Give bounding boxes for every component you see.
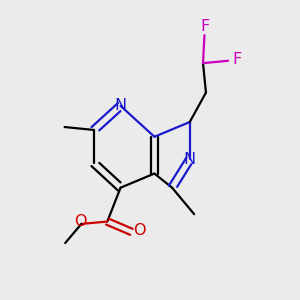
Text: O: O — [133, 223, 146, 238]
Text: N: N — [115, 98, 127, 113]
Text: N: N — [184, 152, 196, 167]
Text: F: F — [232, 52, 242, 68]
Text: O: O — [74, 214, 86, 229]
Text: F: F — [200, 19, 209, 34]
